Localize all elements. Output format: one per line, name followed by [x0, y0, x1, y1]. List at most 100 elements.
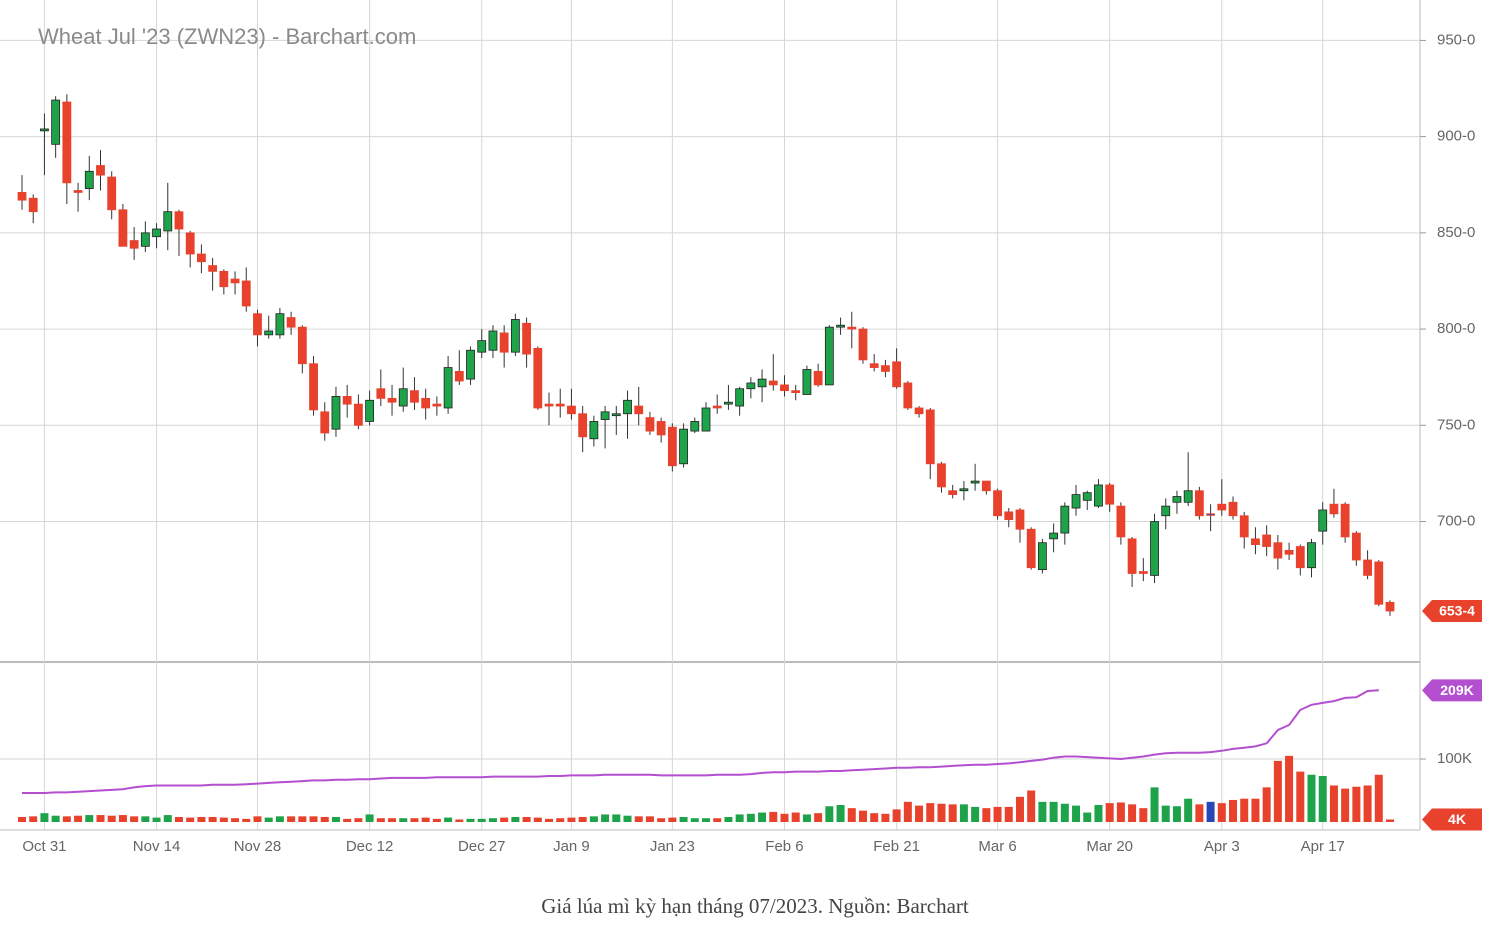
candle-body [410, 390, 419, 403]
candle-body [746, 382, 756, 390]
volume-bar [578, 816, 587, 822]
candle-body [1351, 532, 1361, 561]
candle-body [17, 192, 27, 201]
volume-bar [802, 814, 811, 822]
volume-bar [612, 814, 621, 822]
volume-bar [477, 818, 486, 822]
candle-body [365, 399, 375, 422]
volume-bar [287, 816, 296, 822]
volume-bar [1229, 799, 1238, 822]
volume-bar [253, 816, 262, 822]
candle-body [40, 128, 49, 132]
caption: Giá lúa mì kỳ hạn tháng 07/2023. Nguồn: … [541, 894, 969, 918]
candle-body [320, 411, 330, 434]
volume-bar [264, 817, 273, 822]
candle-body [1082, 492, 1092, 501]
candle-body [84, 170, 94, 189]
volume-bar [858, 810, 867, 822]
candle-body [858, 328, 868, 361]
candle-body [903, 382, 913, 409]
volume-bar [892, 809, 901, 822]
volume-bar [645, 816, 654, 822]
volume-bar [814, 813, 823, 822]
candle-body [1161, 505, 1171, 517]
volume-bar [1341, 788, 1350, 822]
volume-bar [500, 817, 509, 822]
volume-bar [870, 813, 879, 822]
candle-body [1239, 515, 1249, 538]
candle-body [981, 480, 991, 492]
volume-bar [589, 816, 598, 822]
x-tick-label: Mar 6 [978, 838, 1016, 855]
volume-bar [174, 816, 183, 822]
volume-bar [825, 806, 834, 822]
volume-bar [758, 812, 767, 822]
candle-body [96, 165, 105, 176]
candle-body [623, 399, 632, 415]
volume-bar [556, 818, 565, 822]
volume-bar [96, 815, 105, 822]
candle-body [1251, 538, 1260, 546]
candle-body [567, 405, 576, 415]
candle-body [847, 326, 857, 330]
volume-bar [29, 816, 38, 822]
candle-body [152, 228, 161, 238]
volume-bar [231, 818, 240, 822]
volume-bar [1060, 803, 1069, 822]
candle-body [611, 413, 621, 417]
candle-body [342, 396, 352, 405]
candle-body [107, 176, 117, 211]
candle-body [1340, 503, 1350, 538]
volume-bar [118, 815, 127, 822]
candle-body [1138, 571, 1148, 574]
candle-body [578, 413, 588, 438]
candle-body [1273, 542, 1283, 559]
volume-tick-label: 100K [1437, 750, 1472, 767]
volume-bar [533, 817, 542, 822]
volume-bar [85, 815, 94, 822]
y-tick-label: 850-0 [1437, 224, 1475, 241]
candle-body [1318, 509, 1328, 532]
volume-bar [298, 816, 307, 822]
volume-bar [130, 816, 139, 822]
candle-body [477, 340, 487, 353]
price-tag-label: 653-4 [1439, 603, 1475, 619]
volume-bar [51, 815, 60, 822]
y-tick-label: 700-0 [1437, 512, 1475, 529]
volume-bar [1139, 808, 1148, 822]
candle-body [869, 363, 879, 368]
volume-bar [1251, 798, 1260, 822]
candle-body [73, 190, 83, 193]
candle-body [398, 388, 408, 407]
volume-bar [1116, 802, 1125, 822]
volume-bar [791, 812, 800, 822]
volume-bar [746, 813, 755, 822]
candle-body [1206, 513, 1215, 516]
candle-body [724, 401, 733, 405]
candle-body [1060, 505, 1070, 534]
volume-bar [141, 816, 150, 822]
volume-bar [1329, 785, 1338, 822]
volume-bar [309, 816, 318, 822]
grid [0, 0, 1420, 830]
candle-body [353, 403, 363, 426]
volume-tag-label: 4K [1448, 811, 1466, 827]
y-tick-label: 800-0 [1437, 320, 1475, 337]
candle-body [264, 330, 274, 336]
volume-bar [1105, 803, 1114, 822]
candle-body [454, 371, 464, 382]
candle-body [1127, 538, 1137, 574]
volume-bar [634, 816, 643, 822]
candle-body [824, 326, 834, 386]
volume-bar [1386, 819, 1394, 822]
volume-bar [1307, 774, 1316, 822]
candle-body [1172, 496, 1182, 503]
volume-bar [197, 816, 206, 822]
x-tick-label: Dec 27 [458, 838, 506, 855]
volume-bar [107, 815, 116, 822]
volume-bar [1015, 796, 1024, 822]
candle-body [589, 421, 599, 440]
marks [17, 94, 1395, 822]
candle-body [802, 369, 812, 395]
x-tick-label: Oct 31 [22, 838, 66, 855]
